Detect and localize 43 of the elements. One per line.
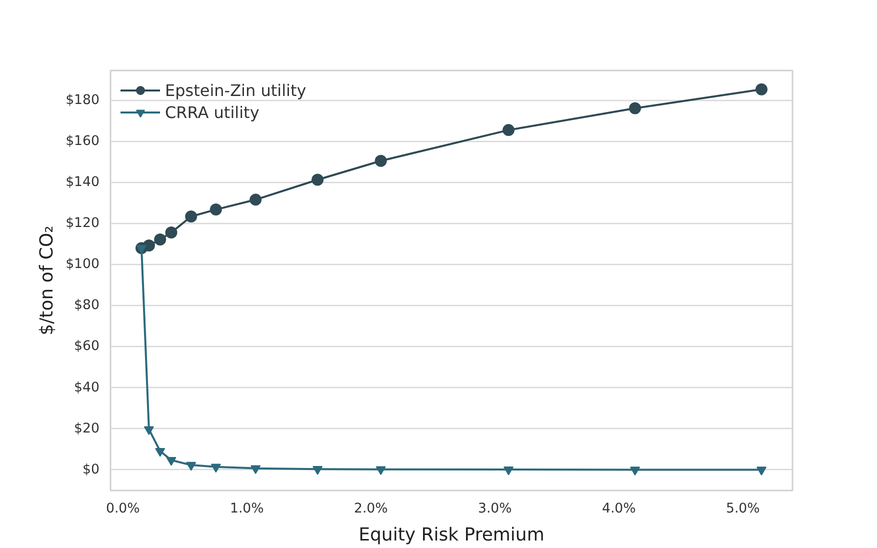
y-tick-label: $20 — [74, 421, 100, 436]
point — [185, 210, 198, 223]
point — [165, 226, 178, 239]
point — [312, 174, 324, 186]
point — [144, 426, 154, 435]
legend-label: CRRA utility — [165, 102, 260, 122]
point — [210, 464, 221, 473]
x-tick-label: 4.0% — [602, 502, 636, 516]
point — [155, 448, 166, 457]
point — [312, 466, 323, 475]
y-tick-label: $40 — [74, 380, 100, 396]
y-axis-title: $/ton of CO₂ — [36, 226, 58, 336]
point — [166, 457, 176, 466]
y-tick-label: $140 — [66, 174, 100, 190]
x-tick-label: 1.0% — [230, 502, 264, 516]
point — [504, 466, 514, 476]
x-tick-label: 2.0% — [354, 502, 388, 516]
point — [154, 234, 166, 246]
x-tick-label: 3.0% — [478, 502, 512, 516]
point — [250, 465, 261, 474]
point — [630, 466, 640, 476]
y-tick-label: $180 — [66, 92, 100, 108]
point — [210, 204, 222, 216]
point — [756, 83, 768, 96]
y-tick-label: $160 — [66, 134, 100, 149]
y-tick-label: $0 — [82, 462, 100, 478]
point — [250, 194, 262, 206]
x-tick-label: 5.0% — [726, 502, 760, 516]
point — [142, 239, 155, 252]
y-tick-label: $100 — [66, 257, 100, 272]
y-tick-label: $60 — [74, 339, 100, 354]
point — [186, 462, 196, 471]
point — [502, 124, 515, 136]
point — [374, 154, 387, 167]
x-axis-title: Equity Risk Premium — [358, 524, 544, 546]
point — [376, 466, 386, 476]
y-tick-label: $120 — [66, 216, 100, 232]
point — [629, 102, 642, 114]
x-tick-label: 0.0% — [106, 502, 140, 516]
point — [136, 245, 146, 254]
y-tick-label: $80 — [74, 298, 100, 314]
legend-label: Epstein-Zin utility — [165, 80, 306, 100]
point — [756, 466, 766, 476]
